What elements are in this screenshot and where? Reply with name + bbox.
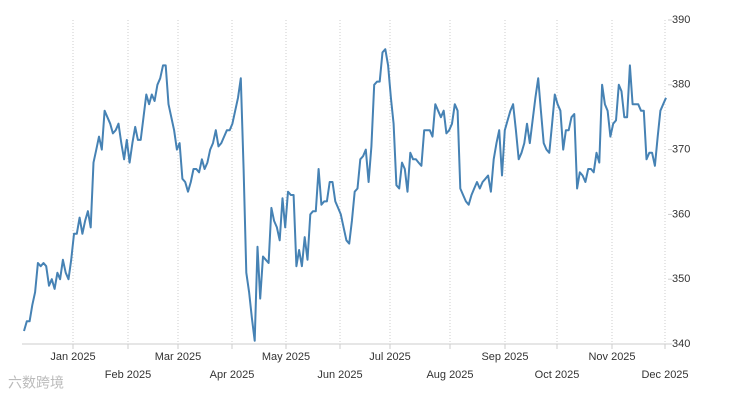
y-tick-label: 390 [672, 14, 690, 26]
x-tick-label: Jul 2025 [369, 351, 411, 363]
y-tick-label: 340 [672, 338, 690, 350]
x-tick-label: Apr 2025 [210, 369, 255, 381]
y-tick-label: 350 [672, 273, 690, 285]
y-tick-label: 380 [672, 79, 690, 91]
x-tick-label: Jan 2025 [50, 351, 95, 363]
x-tick-label: Jun 2025 [317, 369, 362, 381]
x-tick-label: Dec 2025 [641, 369, 688, 381]
line [23, 48, 667, 342]
x-tick-label: Sep 2025 [481, 351, 528, 363]
y-tick-label: 360 [672, 208, 690, 220]
x-tick-label: Aug 2025 [426, 369, 473, 381]
x-tick-label: Mar 2025 [155, 351, 201, 363]
x-tick-label: Nov 2025 [588, 351, 635, 363]
watermark: 六数跨境 [8, 375, 64, 391]
x-tick-label: Oct 2025 [535, 369, 580, 381]
x-tick-label: Feb 2025 [105, 369, 151, 381]
x-tick-label: May 2025 [262, 351, 310, 363]
y-tick-label: 370 [672, 144, 690, 156]
